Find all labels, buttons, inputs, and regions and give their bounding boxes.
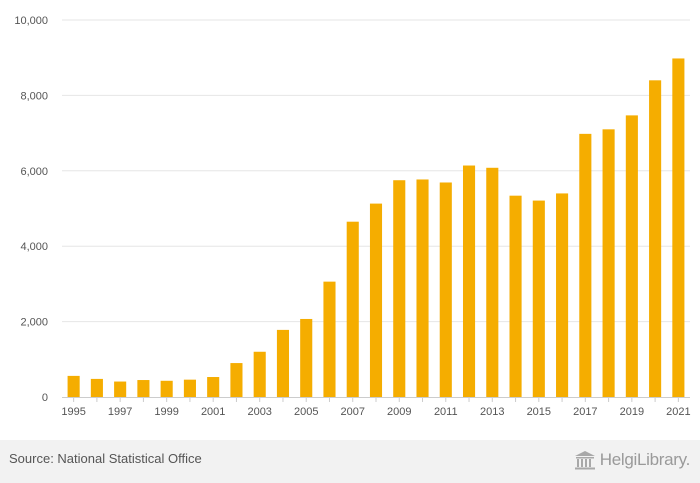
bar-2007[interactable] (346, 221, 359, 397)
bar-1995[interactable] (67, 375, 80, 397)
x-tick-label: 2011 (434, 406, 458, 418)
brand-name: HelgiLibrary. (599, 450, 691, 469)
y-tick-label: 4,000 (20, 241, 48, 253)
y-tick-label: 0 (42, 392, 48, 404)
bar-2001[interactable] (207, 377, 220, 397)
bar-2005[interactable] (300, 318, 313, 397)
bar-2015[interactable] (532, 200, 545, 397)
x-tick-label: 2005 (294, 406, 318, 418)
x-tick-label: 2019 (620, 406, 644, 418)
bar-2003[interactable] (253, 351, 266, 397)
x-tick-label: 2009 (387, 406, 411, 418)
bar-2012[interactable] (462, 165, 476, 397)
x-tick-label: 2017 (573, 406, 597, 418)
y-tick-label: 6,000 (20, 166, 48, 178)
bar-2019[interactable] (625, 115, 638, 398)
x-tick-label: 2013 (480, 406, 504, 418)
bar-chart: 0 2,000 4,000 6,000 8,000 10,000 1995 1997 1999 2… (14, 15, 690, 418)
x-tick-label: 1997 (108, 406, 132, 418)
chart-footer: Source: National Statistical Office Helg… (0, 440, 700, 483)
y-tick-label: 10,000 (14, 15, 48, 27)
bar-2020[interactable] (649, 80, 662, 397)
x-tick-label: 2007 (340, 406, 364, 418)
x-tick-label: 2001 (201, 406, 225, 418)
bar-1996[interactable] (90, 378, 103, 397)
library-building-icon (574, 451, 595, 470)
bar-1999[interactable] (160, 380, 173, 397)
bar-2004[interactable] (276, 329, 290, 397)
x-tick-label: 2003 (247, 406, 271, 418)
bar-2014[interactable] (509, 195, 522, 397)
bar-2021[interactable] (672, 58, 685, 397)
x-tick-label: 2015 (527, 406, 551, 418)
bar-2011[interactable] (439, 182, 452, 397)
bar-2008[interactable] (369, 203, 383, 397)
bar-2000[interactable] (183, 379, 196, 397)
bar-1997[interactable] (114, 381, 127, 397)
y-tick-label: 8,000 (20, 90, 48, 102)
x-tick-label: 2021 (666, 406, 690, 418)
y-tick-label: 2,000 (20, 317, 48, 329)
bar-2018[interactable] (602, 129, 615, 397)
bar-2013[interactable] (486, 167, 499, 397)
source-note: Source: National Statistical Office (9, 451, 202, 466)
bar-2016[interactable] (556, 193, 569, 397)
bar-2010[interactable] (416, 179, 429, 397)
x-tick-label: 1995 (61, 406, 85, 418)
bar-2002[interactable] (230, 363, 243, 397)
bar-1998[interactable] (137, 380, 150, 397)
bar-2009[interactable] (393, 180, 406, 397)
brand-logo[interactable]: HelgiLibrary. (574, 448, 690, 472)
x-tick-label: 1999 (154, 406, 178, 418)
bar-2006[interactable] (323, 281, 336, 397)
bar-2017[interactable] (579, 133, 592, 397)
